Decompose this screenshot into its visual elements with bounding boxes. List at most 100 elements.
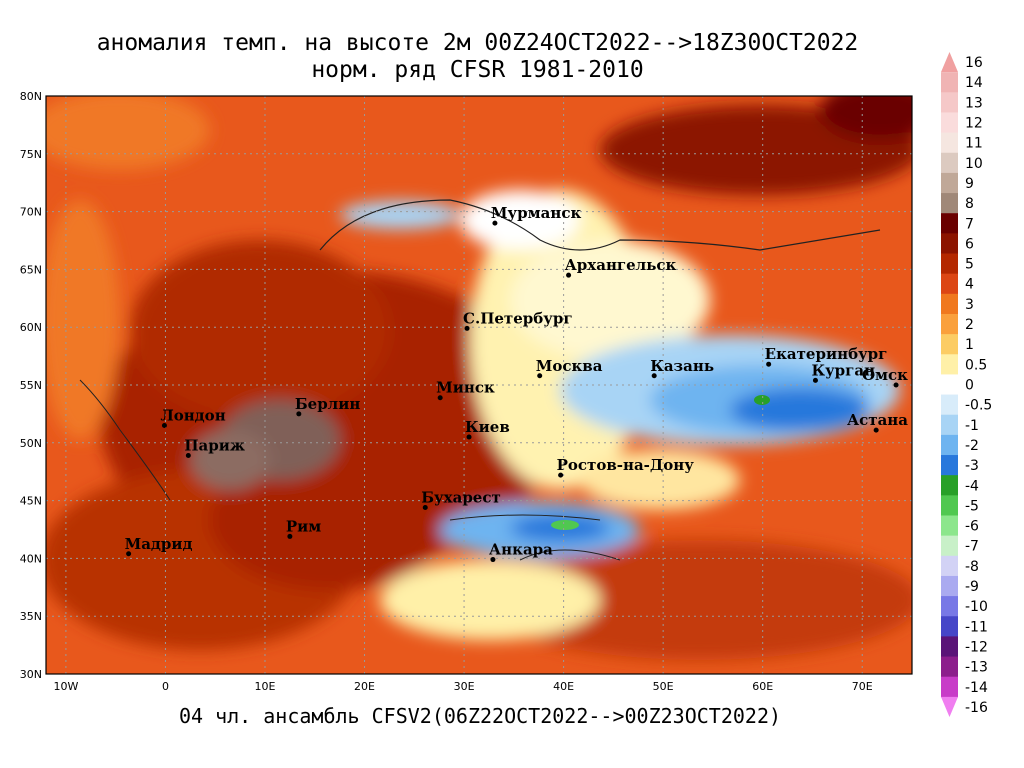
lat-tick-label: 50N bbox=[20, 437, 42, 450]
colorbar-swatch bbox=[941, 535, 958, 557]
coastline bbox=[319, 199, 881, 251]
colorbar-swatch bbox=[941, 616, 958, 637]
city-label: Омск bbox=[862, 366, 908, 384]
colorbar-swatch bbox=[941, 233, 958, 255]
colorbar-swatch bbox=[941, 72, 958, 93]
city-label: Казань bbox=[650, 357, 714, 375]
gridlines bbox=[46, 96, 912, 674]
city-dot bbox=[126, 551, 132, 557]
lon-tick-label: 40E bbox=[553, 680, 574, 693]
city-dot bbox=[651, 373, 657, 379]
colorbar-label: 4 bbox=[965, 277, 974, 293]
colorbar-swatch bbox=[941, 414, 958, 436]
colorbar-label: 12 bbox=[965, 116, 983, 132]
city-label: Астана bbox=[847, 411, 908, 429]
lon-tick-label: 0 bbox=[162, 680, 169, 693]
colorbar-label: -4 bbox=[965, 478, 979, 494]
colorbar-label: 9 bbox=[965, 176, 974, 192]
colorbar-swatch bbox=[941, 112, 958, 134]
lon-tick-label: 20E bbox=[354, 680, 375, 693]
colorbar-label: -11 bbox=[965, 619, 988, 635]
city-label: Берлин bbox=[295, 395, 361, 413]
city-dot bbox=[296, 411, 302, 417]
lat-tick-label: 35N bbox=[20, 610, 42, 623]
colorbar-label: -5 bbox=[965, 498, 979, 514]
colorbar-swatch bbox=[941, 676, 958, 698]
colorbar-label: 6 bbox=[965, 236, 974, 252]
colorbar-swatch bbox=[941, 394, 958, 416]
lon-tick-label: 70E bbox=[852, 680, 873, 693]
city-label: Мадрид bbox=[125, 535, 193, 553]
city-dot bbox=[893, 382, 899, 388]
ensemble-caption: 04 чл. ансамбль CFSV2(06Z22OCT2022-->00Z… bbox=[178, 704, 782, 728]
colorbar: 16 14 13 12 11 10 9 8 7 6 5 4 3 2 1 0.5 0 -0.5 -1 -2 -3 -4 -5 -… bbox=[941, 52, 992, 717]
colorbar-swatch bbox=[941, 213, 958, 234]
city-label: Курган bbox=[811, 361, 875, 379]
colorbar-label: -2 bbox=[965, 438, 979, 454]
city-label: Рим bbox=[286, 517, 321, 535]
lat-tick-label: 55N bbox=[20, 379, 42, 392]
city-label: Ростов-на-Дону bbox=[557, 456, 695, 474]
lon-tick-label: 10W bbox=[53, 680, 78, 693]
colorbar-swatch bbox=[941, 193, 958, 214]
colorbar-swatch bbox=[941, 596, 958, 617]
longitude-labels: 10W 0 10E 20E 30E 40E 50E 60E 70E bbox=[53, 680, 872, 693]
colorbar-label: -3 bbox=[965, 458, 979, 474]
colorbar-label: -8 bbox=[965, 559, 979, 575]
colorbar-label: 0.5 bbox=[965, 357, 987, 373]
lat-tick-label: 65N bbox=[20, 263, 42, 276]
colorbar-label: -7 bbox=[965, 539, 979, 555]
lat-tick-label: 80N bbox=[20, 90, 42, 103]
colorbar-label: 13 bbox=[965, 95, 983, 111]
colorbar-label: -13 bbox=[965, 660, 988, 676]
colorbar-swatch bbox=[941, 656, 958, 678]
colorbar-swatch bbox=[941, 273, 958, 295]
city-dot bbox=[466, 434, 472, 440]
colorbar-swatch bbox=[941, 313, 958, 335]
city-dot bbox=[161, 422, 167, 428]
colorbar-label: -1 bbox=[965, 418, 979, 434]
city-dot bbox=[490, 557, 496, 563]
city-dot bbox=[464, 325, 470, 331]
colorbar-swatch bbox=[941, 475, 958, 496]
colorbar-swatch bbox=[941, 455, 958, 476]
city-label: Архангельск bbox=[565, 256, 677, 274]
colorbar-swatch bbox=[941, 132, 958, 154]
lon-tick-label: 50E bbox=[653, 680, 674, 693]
colorbar-swatch bbox=[941, 152, 958, 174]
lat-tick-label: 60N bbox=[20, 321, 42, 334]
city-dot bbox=[537, 373, 543, 379]
colorbar-label: 7 bbox=[965, 216, 974, 232]
colorbar-label: 3 bbox=[965, 297, 974, 313]
colorbar-label: 14 bbox=[965, 75, 983, 91]
city-dot bbox=[437, 395, 443, 401]
colorbar-label: 5 bbox=[965, 257, 974, 273]
map-subtitle: норм. ряд CFSR 1981-2010 bbox=[311, 57, 644, 83]
colorbar-swatch bbox=[941, 515, 958, 537]
city-label: Лондон bbox=[160, 406, 225, 424]
colorbar-swatch bbox=[941, 696, 958, 717]
colorbar-label: 16 bbox=[965, 55, 983, 71]
city-label: Мурманск bbox=[491, 204, 582, 222]
colorbar-label: 0 bbox=[965, 378, 974, 394]
colorbar-label: -12 bbox=[965, 639, 988, 655]
colorbar-label: 8 bbox=[965, 196, 974, 212]
colorbar-label: -10 bbox=[965, 599, 988, 615]
latitude-labels: 30N 35N 40N 45N 50N 55N 60N 65N 70N 75N 80N bbox=[20, 90, 42, 681]
lon-tick-label: 60E bbox=[752, 680, 773, 693]
colorbar-swatch bbox=[941, 575, 958, 597]
city-label: Москва bbox=[536, 357, 603, 375]
city-label: Анкара bbox=[489, 541, 553, 559]
colorbar-label: -16 bbox=[965, 700, 988, 716]
colorbar-swatch bbox=[941, 374, 958, 396]
lat-tick-label: 70N bbox=[20, 206, 42, 219]
city-dot bbox=[492, 220, 498, 226]
colorbar-label: 10 bbox=[965, 156, 983, 172]
lat-tick-label: 75N bbox=[20, 148, 42, 161]
colorbar-swatch bbox=[941, 334, 958, 355]
lat-tick-label: 30N bbox=[20, 668, 42, 681]
colorbar-swatch bbox=[941, 434, 958, 456]
lon-tick-label: 30E bbox=[454, 680, 475, 693]
city-dot bbox=[566, 272, 572, 278]
city-dot bbox=[812, 377, 818, 383]
